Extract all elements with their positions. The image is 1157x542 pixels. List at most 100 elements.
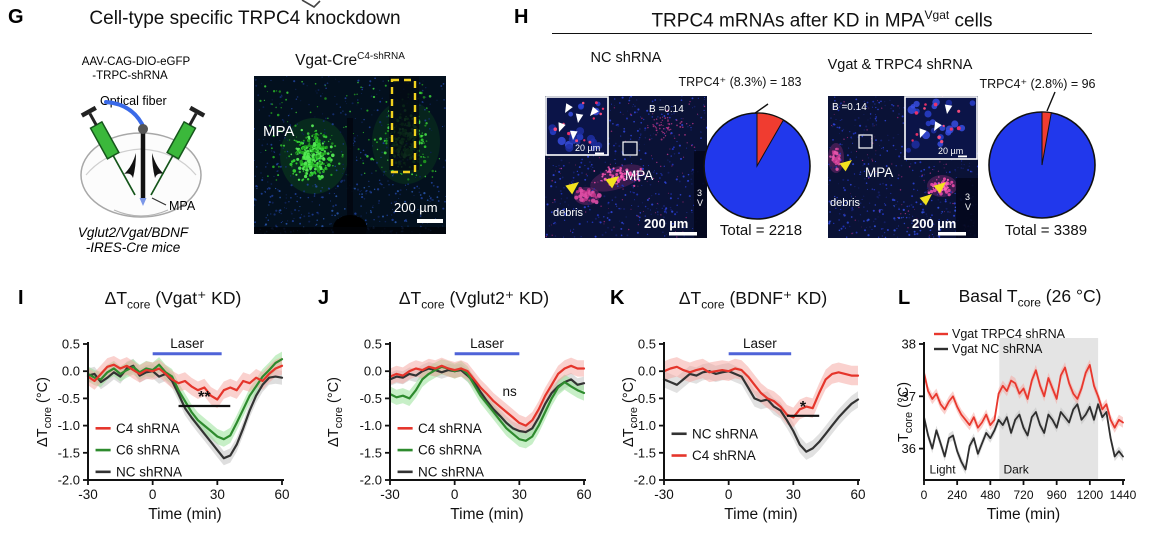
threshold-label: B =0.14 — [649, 104, 684, 115]
svg-text:-30: -30 — [380, 487, 400, 502]
svg-text:960: 960 — [1047, 488, 1067, 502]
svg-text:0.5: 0.5 — [638, 337, 656, 352]
svg-text:-0.5: -0.5 — [634, 391, 656, 406]
pie-kd-label: TRPC4⁺ (2.8%) = 96 — [979, 77, 1096, 91]
chart-k-title: ΔTcore (BDNF⁺ KD) — [678, 288, 828, 312]
pie-chart-nc-shrna — [703, 103, 811, 220]
threshold-label: B =0.14 — [832, 102, 867, 113]
ventricle-label: 3 — [697, 188, 702, 198]
svg-text:30: 30 — [210, 487, 225, 502]
svg-text:60: 60 — [850, 487, 865, 502]
svg-text:-1.5: -1.5 — [360, 445, 382, 460]
svg-text:0: 0 — [921, 488, 928, 502]
pie-nc-total: Total = 2218 — [719, 222, 803, 239]
micrograph-vgat-cre: MPA 200 µm — [254, 76, 446, 234]
micrograph-hl-scalebar-label: 200 µm — [644, 216, 688, 231]
svg-text:-2.0: -2.0 — [360, 473, 382, 488]
debris-arrowhead-icon — [605, 176, 619, 189]
panel-l-label: L — [898, 287, 911, 309]
svg-text:Dark: Dark — [1003, 463, 1029, 477]
svg-text:Time (min): Time (min) — [148, 506, 221, 523]
scalebar-icon — [958, 155, 967, 158]
svg-text:-2.0: -2.0 — [634, 473, 656, 488]
panel-h-label: H — [514, 6, 529, 28]
svg-text:Laser: Laser — [743, 336, 777, 351]
pie-kd-total: Total = 3389 — [1004, 222, 1088, 239]
panel-k: K ΔTcore (BDNF⁺ KD) ΔTcore (°C) 0.5 0.0 -0… — [598, 284, 890, 542]
svg-text:*: * — [800, 399, 807, 416]
panel-g-label: G — [8, 6, 24, 28]
injection-diagram: AAV-CAG-DIO-eGFP -TRPC-shRNA Optical fib… — [78, 56, 206, 255]
debris-arrowhead-icon — [919, 194, 932, 206]
panel-i: I ΔTcore (Vgat⁺ KD) ΔTcore (°C) 0.5 0.0 -0… — [8, 284, 302, 542]
svg-text:-1.5: -1.5 — [634, 445, 656, 460]
svg-text:60: 60 — [274, 487, 289, 502]
panel-j: J ΔTcore (Vglut2⁺ KD) ΔTcore (°C) 0.5 0.0… — [306, 284, 594, 542]
panel-i-label: I — [18, 287, 24, 309]
micrograph-vgat-trpc4-shrna: B =0.14 MPA debris 3 V 200 µm 20 µm — [828, 96, 978, 238]
svg-text:-30: -30 — [654, 487, 674, 502]
svg-text:C6 shRNA: C6 shRNA — [418, 443, 482, 458]
svg-text:0.0: 0.0 — [638, 364, 656, 379]
debris-arrowhead-icon — [933, 182, 946, 194]
debris-arrowhead-icon — [839, 160, 852, 172]
ventricle-label: 3 — [965, 192, 970, 202]
svg-text:C4 shRNA: C4 shRNA — [116, 421, 180, 436]
svg-text:Vgat TRPC4 shRNA: Vgat TRPC4 shRNA — [952, 327, 1066, 341]
panel-l: L Basal Tcore (26 °C) Tcore (°C) 36 37 38 0… — [890, 284, 1157, 542]
svg-text:Light: Light — [930, 463, 957, 477]
svg-text:C6 shRNA: C6 shRNA — [116, 443, 180, 458]
svg-text:0.5: 0.5 — [364, 337, 382, 352]
svg-text:0: 0 — [725, 487, 733, 502]
inset-scalebar-label: 20 µm — [938, 146, 963, 156]
svg-text:C4 shRNA: C4 shRNA — [692, 448, 756, 463]
ventricle-right-icon — [152, 153, 164, 178]
svg-text:Time (min): Time (min) — [724, 506, 797, 523]
svg-text:Laser: Laser — [170, 336, 204, 351]
panel-g-title: Cell-type specific TRPC4 knockdown — [89, 8, 401, 29]
roi-box-icon — [858, 134, 873, 149]
micrograph-nc-shrna: B =0.14 MPA debris 3 V 200 µm 20 µm — [545, 96, 707, 238]
svg-text:36: 36 — [902, 441, 916, 456]
chart-j-title: ΔTcore (Vglut2⁺ KD) — [398, 288, 550, 312]
svg-text:0.5: 0.5 — [62, 337, 80, 352]
svg-text:30: 30 — [786, 487, 801, 502]
svg-text:-30: -30 — [78, 487, 98, 502]
svg-text:-0.5: -0.5 — [58, 391, 80, 406]
puncta-arrowhead-icons — [558, 103, 599, 140]
chart-vgat-kd: 0.5 0.0 -0.5 -1.0 -1.5 -2.0-30 0 30 60 Time (min)… — [58, 336, 290, 523]
svg-text:-1.0: -1.0 — [634, 418, 656, 433]
scalebar-icon — [595, 152, 604, 155]
svg-text:-1.0: -1.0 — [58, 418, 80, 433]
inset-scalebar-label: 20 µm — [575, 143, 600, 153]
puncta-arrowhead-icons — [919, 104, 953, 138]
svg-text:30: 30 — [512, 487, 527, 502]
svg-text:37: 37 — [902, 389, 916, 404]
svg-text:60: 60 — [576, 487, 591, 502]
chart-i-title: ΔTcore (Vgat⁺ KD) — [104, 288, 242, 312]
debris-arrowhead-icon — [565, 182, 579, 195]
micrograph-hl-mpa-label: MPA — [625, 168, 653, 183]
panel-h-title-underline — [552, 10, 1092, 34]
svg-text:-2.0: -2.0 — [58, 473, 80, 488]
panel-j-label: J — [318, 287, 330, 309]
svg-text:NC shRNA: NC shRNA — [116, 464, 182, 479]
panel-k-label: K — [610, 287, 625, 309]
chart-bdnf-kd: 0.5 0.0 -0.5 -1.0 -1.5 -2.0-30 0 30 60 Time (min)… — [634, 336, 866, 523]
svg-text:38: 38 — [902, 337, 916, 352]
ventricle-label: V — [697, 198, 703, 208]
crop-artifact — [301, 0, 321, 9]
roi-box-icon — [622, 141, 638, 156]
svg-text:1440: 1440 — [1110, 488, 1137, 502]
svg-text:0: 0 — [149, 487, 157, 502]
svg-text:ns: ns — [503, 384, 518, 399]
svg-text:-1.5: -1.5 — [58, 445, 80, 460]
pie-nc-label: TRPC4⁺ (8.3%) = 183 — [678, 75, 802, 89]
svg-text:Time (min): Time (min) — [450, 506, 523, 523]
virus-label-line2: -TRPC-shRNA — [92, 70, 168, 82]
scalebar-icon — [669, 232, 697, 236]
debris-label: debris — [553, 207, 583, 219]
svg-text:C4 shRNA: C4 shRNA — [418, 421, 482, 436]
chart-basal-tcore: 36 37 38 0 240 480 720 960 1200 1440 Time (min) Lig… — [902, 327, 1137, 523]
